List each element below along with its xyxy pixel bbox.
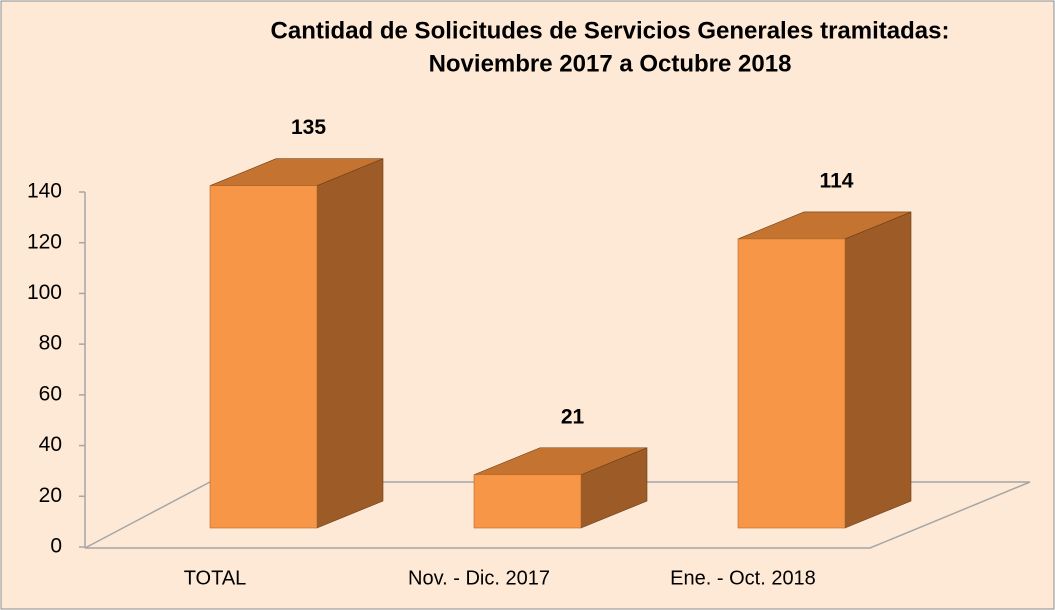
data-label: 135 <box>291 116 326 139</box>
bar-side <box>316 158 384 529</box>
y-tick-label: 60 <box>39 382 62 405</box>
floor <box>84 481 1031 549</box>
bar-side <box>844 211 912 529</box>
y-tick-label: 120 <box>27 230 62 253</box>
bar <box>737 238 846 529</box>
bar <box>209 185 318 529</box>
y-tick-label: 40 <box>39 433 62 456</box>
y-tick-label: 80 <box>39 332 62 355</box>
y-tick-label: 100 <box>27 281 62 304</box>
data-label: 114 <box>820 169 854 192</box>
x-tick-label: Nov. - Dic. 2017 <box>408 567 550 589</box>
bar <box>473 474 582 529</box>
y-tick-label: 20 <box>39 484 62 507</box>
y-tick-label: 0 <box>50 535 62 558</box>
x-tick-label: TOTAL <box>184 567 247 589</box>
x-tick-label: Ene. - Oct. 2018 <box>670 567 816 589</box>
chart-subtitle: Noviembre 2017 a Octubre 2018 <box>429 50 792 77</box>
y-tick-label: 140 <box>27 180 62 203</box>
chart-title: Cantidad de Solicitudes de Servicios Gen… <box>271 17 950 44</box>
data-label: 21 <box>561 405 585 428</box>
